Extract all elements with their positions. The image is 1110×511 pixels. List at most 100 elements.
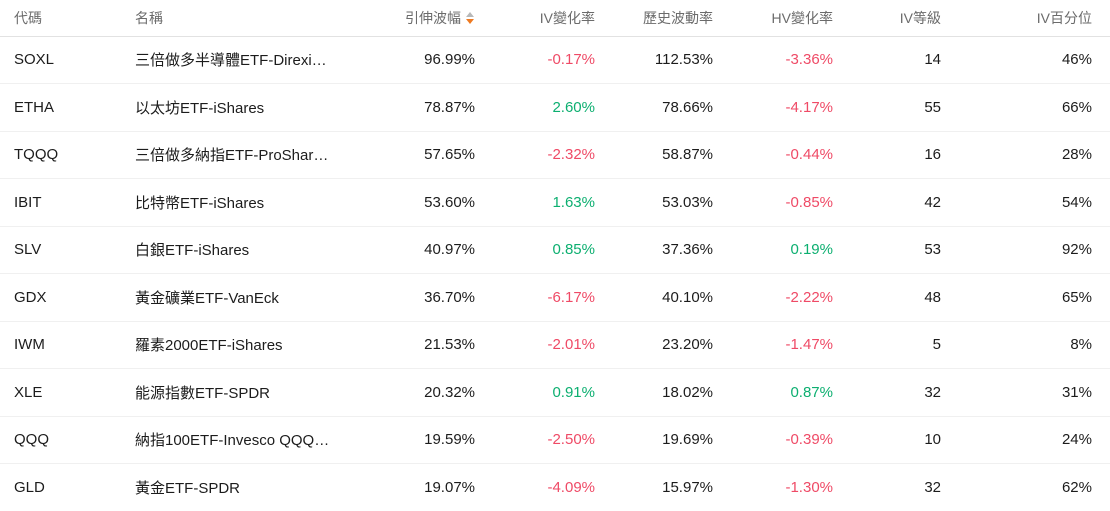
cell-iv-rank: 32: [833, 368, 941, 417]
cell-iv-change: -0.17%: [475, 36, 595, 84]
cell-iv-change: 2.60%: [475, 83, 595, 132]
cell-name: 黃金礦業ETF-VanEck: [135, 273, 397, 322]
cell-hv-change: -0.85%: [713, 178, 833, 227]
cell-implied-volatility: 19.07%: [397, 463, 475, 511]
cell-historical-volatility: 40.10%: [595, 273, 713, 322]
cell-implied-volatility: 78.87%: [397, 83, 475, 132]
cell-name: 三倍做多半導體ETF-Direxi…: [135, 36, 397, 84]
table-header-row: 代碼 名稱 引伸波幅 IV變化率 歷史波動率 HV變化率 IV等級 IV百分位: [0, 0, 1110, 37]
cell-name: 白銀ETF-iShares: [135, 226, 397, 274]
table-row[interactable]: XLE 能源指數ETF-SPDR 20.32% 0.91% 18.02% 0.8…: [0, 368, 1110, 417]
cell-iv-change: 0.85%: [475, 226, 595, 274]
cell-name: 納指100ETF-Invesco QQQ…: [135, 416, 397, 464]
cell-implied-volatility: 36.70%: [397, 273, 475, 322]
col-header-historical-volatility[interactable]: 歷史波動率: [595, 0, 713, 37]
col-header-code[interactable]: 代碼: [0, 0, 135, 37]
cell-iv-percentile: 8%: [941, 321, 1110, 369]
cell-historical-volatility: 78.66%: [595, 83, 713, 132]
cell-hv-change: -0.44%: [713, 131, 833, 179]
table-row[interactable]: GDX 黃金礦業ETF-VanEck 36.70% -6.17% 40.10% …: [0, 273, 1110, 322]
cell-iv-rank: 5: [833, 321, 941, 369]
cell-code: GLD: [0, 463, 135, 511]
cell-iv-percentile: 66%: [941, 83, 1110, 132]
cell-iv-rank: 10: [833, 416, 941, 464]
cell-hv-change: -2.22%: [713, 273, 833, 322]
cell-iv-percentile: 54%: [941, 178, 1110, 227]
cell-iv-rank: 16: [833, 131, 941, 179]
cell-iv-percentile: 24%: [941, 416, 1110, 464]
col-header-implied-volatility[interactable]: 引伸波幅: [397, 0, 475, 37]
cell-hv-change: -4.17%: [713, 83, 833, 132]
cell-iv-percentile: 65%: [941, 273, 1110, 322]
cell-iv-change: 0.91%: [475, 368, 595, 417]
cell-hv-change: -3.36%: [713, 36, 833, 84]
cell-code: SOXL: [0, 36, 135, 84]
cell-hv-change: -0.39%: [713, 416, 833, 464]
cell-name: 能源指數ETF-SPDR: [135, 368, 397, 417]
table-row[interactable]: TQQQ 三倍做多納指ETF-ProShar… 57.65% -2.32% 58…: [0, 131, 1110, 179]
table-row[interactable]: GLD 黃金ETF-SPDR 19.07% -4.09% 15.97% -1.3…: [0, 463, 1110, 511]
cell-code: XLE: [0, 368, 135, 417]
cell-iv-percentile: 62%: [941, 463, 1110, 511]
cell-iv-change: -2.50%: [475, 416, 595, 464]
table-row[interactable]: SOXL 三倍做多半導體ETF-Direxi… 96.99% -0.17% 11…: [0, 36, 1110, 84]
cell-iv-change: -6.17%: [475, 273, 595, 322]
cell-iv-change: -2.01%: [475, 321, 595, 369]
col-header-iv-rank[interactable]: IV等級: [833, 0, 941, 37]
cell-iv-percentile: 92%: [941, 226, 1110, 274]
cell-implied-volatility: 40.97%: [397, 226, 475, 274]
cell-code: ETHA: [0, 83, 135, 132]
cell-iv-rank: 55: [833, 83, 941, 132]
cell-implied-volatility: 21.53%: [397, 321, 475, 369]
table-row[interactable]: SLV 白銀ETF-iShares 40.97% 0.85% 37.36% 0.…: [0, 226, 1110, 274]
cell-code: IBIT: [0, 178, 135, 227]
cell-iv-rank: 14: [833, 36, 941, 84]
cell-historical-volatility: 23.20%: [595, 321, 713, 369]
cell-name: 羅素2000ETF-iShares: [135, 321, 397, 369]
table-row[interactable]: IWM 羅素2000ETF-iShares 21.53% -2.01% 23.2…: [0, 321, 1110, 369]
col-header-iv-change[interactable]: IV變化率: [475, 0, 595, 37]
cell-hv-change: 0.19%: [713, 226, 833, 274]
cell-iv-change: -4.09%: [475, 463, 595, 511]
cell-code: QQQ: [0, 416, 135, 464]
col-header-name[interactable]: 名稱: [135, 0, 397, 37]
cell-code: GDX: [0, 273, 135, 322]
cell-iv-percentile: 46%: [941, 36, 1110, 84]
col-header-hv-change[interactable]: HV變化率: [713, 0, 833, 37]
table-row[interactable]: ETHA 以太坊ETF-iShares 78.87% 2.60% 78.66% …: [0, 83, 1110, 132]
cell-historical-volatility: 37.36%: [595, 226, 713, 274]
cell-historical-volatility: 15.97%: [595, 463, 713, 511]
cell-iv-change: 1.63%: [475, 178, 595, 227]
cell-hv-change: 0.87%: [713, 368, 833, 417]
col-header-iv-percentile[interactable]: IV百分位: [941, 0, 1110, 37]
cell-implied-volatility: 53.60%: [397, 178, 475, 227]
cell-iv-rank: 48: [833, 273, 941, 322]
cell-hv-change: -1.47%: [713, 321, 833, 369]
cell-code: TQQQ: [0, 131, 135, 179]
cell-iv-rank: 42: [833, 178, 941, 227]
cell-name: 黃金ETF-SPDR: [135, 463, 397, 511]
cell-name: 以太坊ETF-iShares: [135, 83, 397, 132]
cell-iv-rank: 53: [833, 226, 941, 274]
cell-code: IWM: [0, 321, 135, 369]
col-header-implied-volatility-label: 引伸波幅: [405, 9, 461, 26]
cell-historical-volatility: 19.69%: [595, 416, 713, 464]
cell-implied-volatility: 20.32%: [397, 368, 475, 417]
table-row[interactable]: QQQ 納指100ETF-Invesco QQQ… 19.59% -2.50% …: [0, 416, 1110, 464]
cell-implied-volatility: 19.59%: [397, 416, 475, 464]
cell-historical-volatility: 112.53%: [595, 36, 713, 84]
table-row[interactable]: IBIT 比特幣ETF-iShares 53.60% 1.63% 53.03% …: [0, 178, 1110, 227]
cell-name: 三倍做多納指ETF-ProShar…: [135, 131, 397, 179]
cell-historical-volatility: 58.87%: [595, 131, 713, 179]
sort-desc-icon: [466, 11, 475, 24]
cell-iv-rank: 32: [833, 463, 941, 511]
cell-implied-volatility: 57.65%: [397, 131, 475, 179]
cell-hv-change: -1.30%: [713, 463, 833, 511]
cell-code: SLV: [0, 226, 135, 274]
cell-name: 比特幣ETF-iShares: [135, 178, 397, 227]
cell-historical-volatility: 18.02%: [595, 368, 713, 417]
cell-iv-percentile: 28%: [941, 131, 1110, 179]
cell-implied-volatility: 96.99%: [397, 36, 475, 84]
cell-iv-change: -2.32%: [475, 131, 595, 179]
